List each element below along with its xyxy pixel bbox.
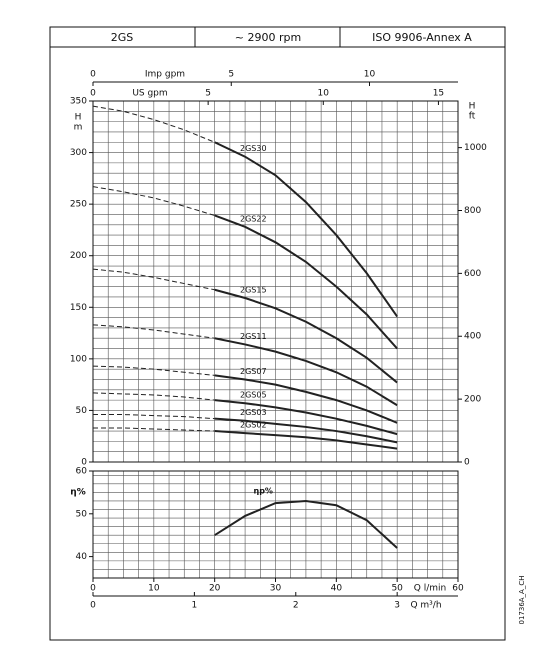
curve: [214, 288, 398, 384]
series-label: 2GS11: [240, 332, 267, 341]
curve: [214, 374, 398, 424]
x-tick-label: 10: [148, 584, 160, 594]
header-cell: ISO 9906-Annex A: [372, 31, 472, 44]
series-label: 2GS03: [240, 408, 267, 417]
y-tick-label: 200: [70, 251, 87, 261]
y-tick-label: 100: [70, 354, 87, 364]
x-tick-label: 0: [90, 584, 96, 594]
top-tick-label: 10: [318, 89, 330, 99]
y2-tick-label: 800: [464, 206, 481, 216]
curve-dashed: [92, 186, 215, 216]
bottom-tick-label: 0: [90, 601, 96, 611]
figure-code: 01736A_A_CH: [518, 576, 526, 625]
y2-axis-title: ft: [469, 112, 476, 122]
series-label: 2GS15: [240, 286, 267, 295]
header-cell: ~ 2900 rpm: [235, 31, 301, 44]
series-label: 2GS22: [240, 214, 267, 223]
curve-dashed: [92, 324, 215, 339]
top-tick-label: 5: [228, 70, 234, 80]
y-axis-title: m: [74, 123, 83, 133]
y-axis-title: η%: [70, 488, 85, 498]
curve-dashed: [92, 268, 215, 291]
curve-dashed: [92, 105, 215, 143]
curve: [214, 337, 398, 407]
series-label: 2GS05: [240, 391, 267, 400]
series-label: 2GS02: [240, 421, 267, 430]
x-tick-label: 30: [270, 584, 282, 594]
bottom-tick-label: 3: [394, 601, 400, 611]
curve-dashed: [92, 392, 215, 401]
curve: [214, 430, 398, 450]
x-tick-label: 60: [452, 584, 464, 594]
series-label: ηp%: [254, 487, 273, 496]
y-tick-label: 50: [76, 509, 88, 519]
bottom-axis-title: Q m³/h: [410, 601, 441, 611]
y-tick-label: 250: [70, 200, 87, 210]
top-tick-label: 0: [90, 89, 96, 99]
x-tick-label: 50: [391, 584, 403, 594]
x-tick-label: 40: [331, 584, 343, 594]
bottom-tick-label: 2: [293, 601, 299, 611]
top-tick-label: 5: [205, 89, 211, 99]
y2-tick-label: 200: [464, 395, 481, 405]
curve: [214, 141, 398, 318]
curve: [214, 499, 398, 549]
top-tick-label: 15: [433, 89, 444, 99]
y-tick-label: 350: [70, 97, 87, 107]
header-cell: 2GS: [111, 31, 134, 44]
y2-tick-label: 400: [464, 332, 481, 342]
series-label: 2GS07: [240, 367, 267, 376]
curve: [214, 399, 398, 436]
y2-axis-title: H: [469, 102, 476, 112]
y2-tick-label: 600: [464, 269, 481, 279]
curve-dashed: [93, 414, 215, 420]
curve-dashed: [93, 427, 215, 432]
y2-tick-label: 1000: [464, 143, 487, 153]
x-axis-title: Q l/min: [414, 584, 446, 594]
y-tick-label: 300: [70, 148, 87, 158]
y-axis-title: H: [75, 113, 82, 123]
curve-dashed: [92, 365, 215, 376]
x-tick-label: 20: [209, 584, 221, 594]
curve: [214, 214, 398, 350]
curve: [214, 417, 398, 444]
outer-frame: [49, 26, 506, 641]
y-tick-label: 0: [81, 458, 87, 468]
top-tick-label: 0: [90, 70, 96, 80]
y-tick-label: 50: [76, 406, 88, 416]
y2-tick-label: 0: [464, 458, 470, 468]
y-tick-label: 60: [76, 467, 88, 477]
series-label: 2GS30: [240, 144, 267, 153]
bottom-tick-label: 1: [192, 601, 198, 611]
top-axis-title: Imp gpm: [145, 70, 185, 80]
top-axis-title: US gpm: [132, 89, 167, 99]
top-tick-label: 10: [364, 70, 376, 80]
y-tick-label: 40: [76, 552, 88, 562]
y-tick-label: 150: [70, 303, 87, 313]
